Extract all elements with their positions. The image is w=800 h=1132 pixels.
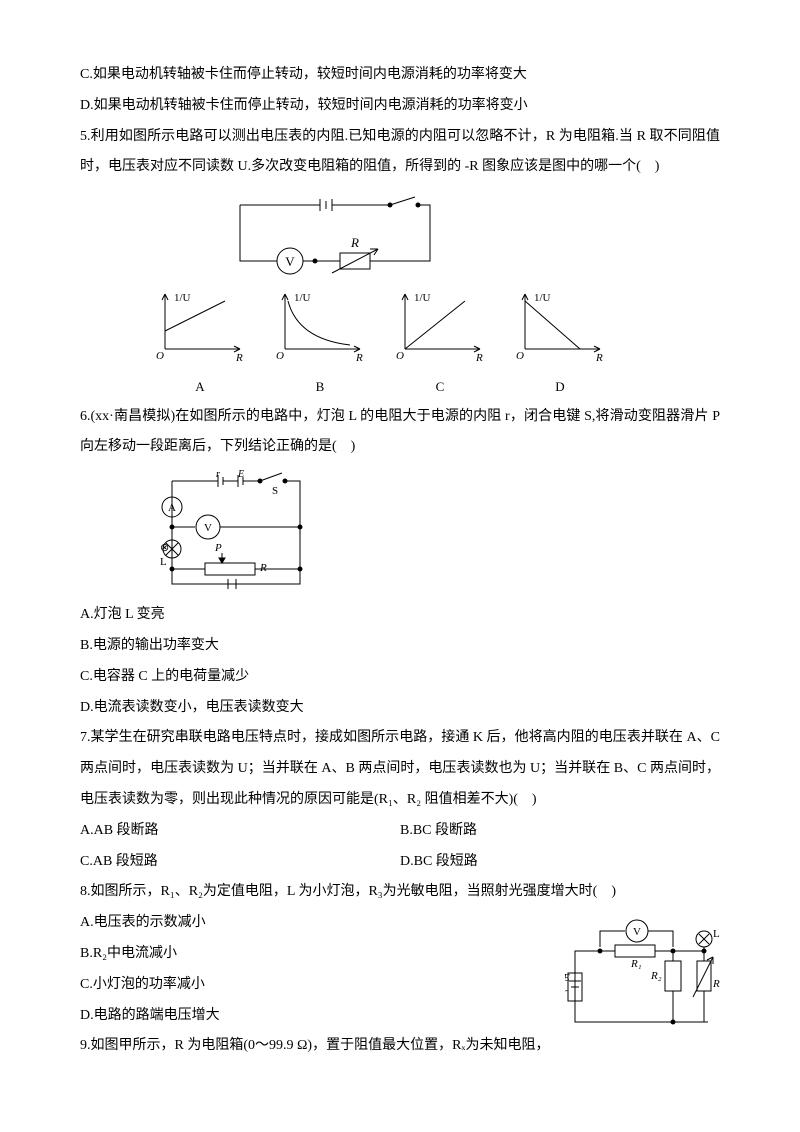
q8-circuit-diagram: V R₁ R₂ R₃ L E r [565,917,720,1037]
svg-text:O: O [156,350,164,362]
graph-d-label: D [500,373,620,402]
q6-circuit-diagram: A V ⊗ L P R S r E [160,469,315,594]
svg-text:R: R [355,352,363,364]
resistor-label: R [350,235,359,250]
svg-text:E: E [237,469,244,480]
q8-text: 8.如图所示，R₁、R₂为定值电阻，L 为小灯泡，R₃为光敏电阻，当照射光强度增… [80,877,720,908]
q7-options-row1: A.AB 段断路 B.BC 段断路 [80,816,720,847]
svg-text:V: V [633,926,641,938]
svg-text:P: P [214,542,222,554]
graph-b-label: B [260,373,380,402]
graph-a: 1/U R O A [140,289,260,401]
q7-opt-b: B.BC 段断路 [400,816,720,847]
q6-opt-c: C.电容器 C 上的电荷量减少 [80,662,720,693]
q6-text: 6.(xx·南昌模拟)在如图所示的电路中，灯泡 L 的电阻大于电源的内阻 r，闭… [80,402,720,464]
svg-text:R: R [475,352,483,364]
svg-text:R: R [595,352,603,364]
svg-text:O: O [276,350,284,362]
graph-a-label: A [140,373,260,402]
q7-opt-d: D.BC 段短路 [400,847,720,878]
graph-b: 1/U R O B [260,289,380,401]
svg-text:1/U: 1/U [294,292,311,304]
q7-options-row2: C.AB 段短路 D.BC 段短路 [80,847,720,878]
svg-text:R₁: R₁ [630,958,642,970]
q5-circuit-diagram: V R [220,191,450,281]
q6-opt-d: D.电流表读数变小，电压表读数变大 [80,693,720,724]
q7-opt-a: A.AB 段断路 [80,816,400,847]
svg-text:⊗: ⊗ [160,542,169,554]
q6-opt-b: B.电源的输出功率变大 [80,631,720,662]
graph-d: 1/U R O D [500,289,620,401]
svg-text:E: E [565,972,570,984]
option-d: D.如果电动机转轴被卡住而停止转动，较短时间内电源消耗的功率将变小 [80,91,720,122]
svg-text:V: V [204,522,212,534]
svg-text:R: R [259,562,267,574]
svg-text:L: L [713,928,720,940]
q7-text: 7.某学生在研究串联电路电压特点时，接成如图所示电路，接通 K 后，他将高内阻的… [80,723,720,815]
svg-text:R₂: R₂ [650,970,662,982]
q5-graphs-row: 1/U R O A 1/U R O B 1/U R O C [140,289,720,401]
svg-text:r: r [216,469,220,480]
voltmeter-label: V [285,254,295,269]
svg-text:1/U: 1/U [414,292,431,304]
svg-text:S: S [272,485,278,497]
svg-text:R: R [235,352,243,364]
svg-text:A: A [168,502,176,514]
graph-c: 1/U R O C [380,289,500,401]
graph-c-label: C [380,373,500,402]
svg-text:O: O [516,350,524,362]
svg-text:R₃: R₃ [712,978,720,990]
q5-text: 5.利用如图所示电路可以测出电压表的内阻.已知电源的内阻可以忽略不计，R 为电阻… [80,122,720,184]
option-c: C.如果电动机转轴被卡住而停止转动，较短时间内电源消耗的功率将变大 [80,60,720,91]
q6-opt-a: A.灯泡 L 变亮 [80,600,720,631]
svg-text:1/U: 1/U [174,292,191,304]
svg-text:O: O [396,350,404,362]
svg-text:1/U: 1/U [534,292,551,304]
svg-text:L: L [160,556,167,568]
q7-opt-c: C.AB 段短路 [80,847,400,878]
